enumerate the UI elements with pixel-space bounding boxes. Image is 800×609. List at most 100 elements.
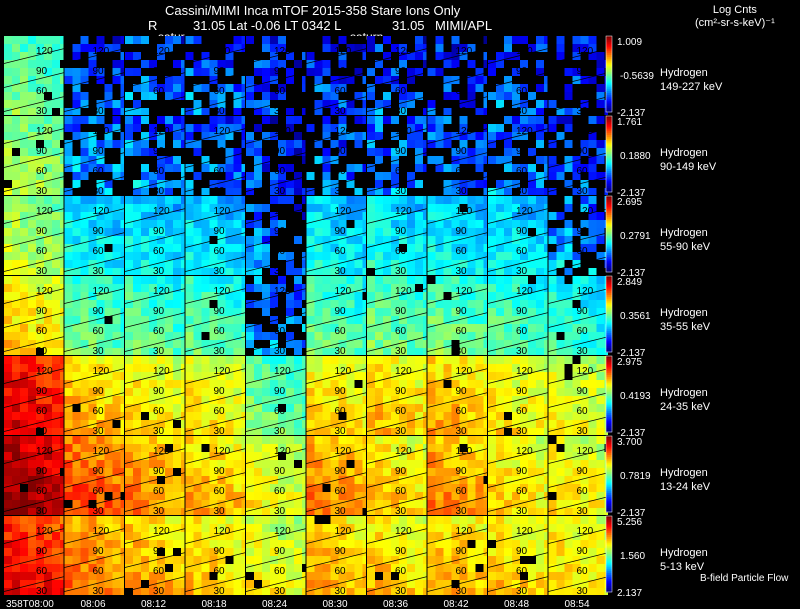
y-tick-label: 90: [153, 546, 165, 557]
y-tick-label: 90: [456, 306, 468, 317]
y-tick-label: 60: [456, 326, 468, 337]
y-tick-label: 60: [335, 406, 347, 417]
y-tick-label: 90: [214, 146, 226, 157]
colorbar-mid-label: 0.2791: [620, 231, 651, 242]
cell-5-7: 120 90 60 30: [427, 436, 487, 515]
cell-2-3: 120 90 60 30: [185, 196, 245, 275]
cell-4-1: 120 90 60 30: [64, 356, 124, 435]
y-tick-label: 60: [214, 406, 226, 417]
y-tick-label: 30: [93, 586, 105, 597]
y-tick-label: 30: [36, 506, 48, 517]
colorbar-mid-label: -0.5639: [620, 71, 654, 82]
y-tick-label: 60: [335, 566, 347, 577]
cell-0-6: 120 90 60 30: [367, 36, 427, 115]
cell-6-0: 120 90 60 30: [4, 516, 64, 597]
y-tick-label: 60: [395, 326, 407, 337]
y-tick-label: 60: [577, 86, 589, 97]
y-tick-label: 120: [577, 526, 594, 537]
y-tick-label: 90: [395, 386, 407, 397]
cell-1-5: 120 90 60 30: [306, 116, 366, 195]
colorbar-title: Log Cnts (cm²-sr-s-keV)⁻¹: [695, 4, 775, 30]
y-tick-label: 60: [153, 326, 165, 337]
cell-3-7: 120 90 60 30: [427, 276, 487, 355]
y-tick-label: 120: [214, 46, 231, 57]
cell-3-9: 120 90 60 30: [548, 276, 608, 357]
y-tick-label: 120: [516, 526, 533, 537]
y-tick-label: 60: [36, 326, 48, 337]
y-tick-label: 90: [36, 546, 48, 557]
y-tick-label: 90: [274, 306, 286, 317]
time-tick-label: 08:54: [565, 599, 590, 609]
y-tick-label: 120: [274, 446, 291, 457]
y-tick-label: 120: [36, 286, 53, 297]
y-tick-label: 90: [577, 466, 589, 477]
y-tick-label: 60: [335, 486, 347, 497]
y-tick-label: 30: [456, 266, 468, 277]
y-tick-label: 120: [274, 526, 291, 537]
y-tick-label: 60: [577, 406, 589, 417]
cell-5-3: 120 90 60 30: [185, 436, 245, 515]
y-tick-label: 90: [516, 146, 528, 157]
y-tick-label: 60: [93, 486, 105, 497]
y-tick-label: 60: [153, 246, 165, 257]
cell-1-9: 120 90 60 30: [548, 116, 608, 195]
y-tick-label: 120: [335, 526, 352, 537]
y-tick-label: 120: [214, 446, 231, 457]
colorbar-title-line2: (cm²-sr-s-keV)⁻¹: [695, 17, 775, 29]
colorbar-max-label: 5.256: [617, 517, 642, 528]
y-tick-label: 30: [153, 426, 165, 437]
y-tick-label: 30: [335, 586, 347, 597]
y-tick-label: 120: [456, 206, 473, 217]
y-tick-label: 120: [516, 126, 533, 137]
y-tick-label: 30: [456, 186, 468, 197]
cell-6-1: 120 90 60 30: [64, 516, 124, 597]
y-tick-label: 90: [214, 226, 226, 237]
y-tick-label: 30: [274, 346, 286, 357]
y-tick-label: 120: [456, 46, 473, 57]
cell-0-7: 120 90 60 30: [427, 36, 487, 115]
y-tick-label: 90: [214, 66, 226, 77]
y-tick-label: 120: [516, 286, 533, 297]
y-tick-label: 60: [516, 566, 528, 577]
y-tick-label: 90: [214, 546, 226, 557]
y-tick-label: 120: [274, 286, 291, 297]
y-tick-label: 30: [93, 106, 105, 117]
y-tick-label: 60: [274, 566, 286, 577]
y-tick-label: 120: [516, 366, 533, 377]
y-tick-label: 30: [516, 506, 528, 517]
y-tick-label: 30: [516, 586, 528, 597]
colorbar-mid-label: 0.4193: [620, 391, 651, 402]
y-tick-label: 30: [36, 586, 48, 597]
colorbar-min-label: -2.137: [617, 268, 646, 279]
colorbar-min-label: -2.137: [617, 428, 646, 439]
y-tick-label: 120: [274, 46, 291, 57]
y-tick-label: 90: [36, 466, 48, 477]
y-tick-label: 30: [577, 346, 589, 357]
y-tick-label: 120: [153, 206, 170, 217]
cell-4-6: 120 90 60 30: [367, 356, 427, 435]
y-tick-label: 30: [153, 506, 165, 517]
y-tick-label: 120: [335, 46, 352, 57]
y-tick-label: 90: [274, 546, 286, 557]
cell-3-1: 120 90 60 30: [64, 276, 124, 355]
y-tick-label: 60: [93, 566, 105, 577]
y-tick-label: 120: [36, 206, 53, 217]
cell-4-7: 120 90 60 30: [427, 356, 487, 437]
y-tick-label: 30: [577, 506, 589, 517]
y-tick-label: 90: [274, 66, 286, 77]
cell-6-2: 120 90 60 30: [125, 516, 185, 595]
y-tick-label: 90: [335, 226, 347, 237]
y-tick-label: 30: [153, 266, 165, 277]
y-tick-label: 120: [93, 446, 110, 457]
cell-0-0: 120 90 60 30: [4, 36, 64, 115]
cell-3-4: 120 90 60 30: [246, 276, 306, 357]
cell-0-4: 120 90 60 30: [246, 36, 306, 115]
cell-0-3: 120 90 60 30: [185, 36, 245, 115]
y-tick-label: 120: [36, 126, 53, 137]
y-tick-label: 30: [36, 426, 48, 437]
y-tick-label: 90: [335, 66, 347, 77]
y-tick-label: 30: [456, 426, 468, 437]
colorbar-max-label: 1.009: [617, 37, 642, 48]
y-tick-label: 60: [395, 486, 407, 497]
